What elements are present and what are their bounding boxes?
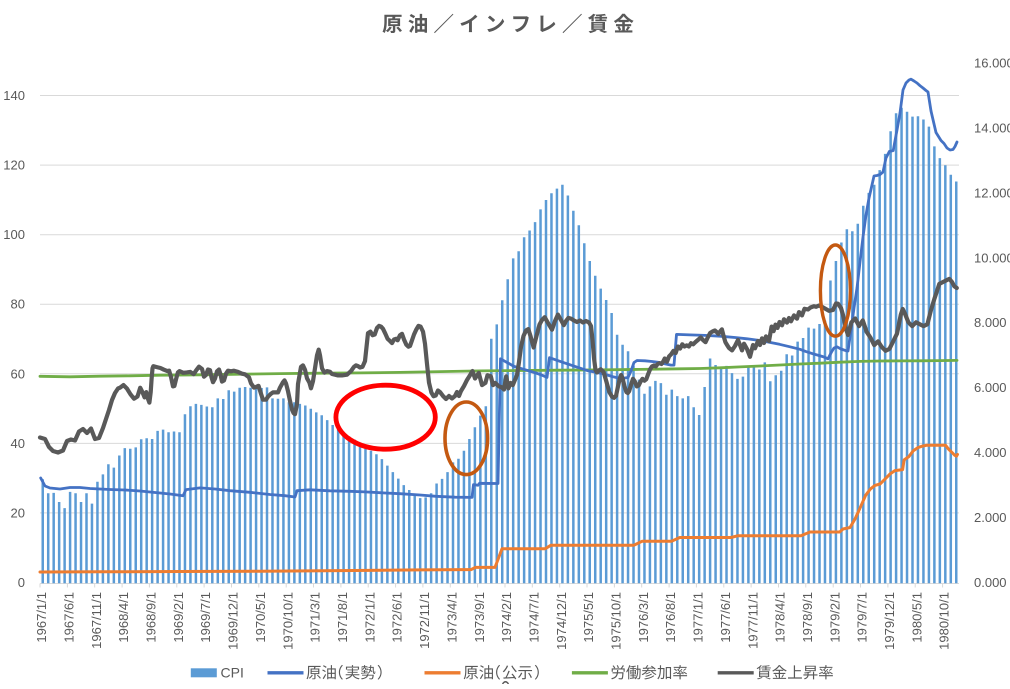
svg-text:16.000: 16.000: [974, 56, 1010, 71]
svg-text:1972/1/1: 1972/1/1: [362, 592, 377, 643]
svg-text:1975/10/1: 1975/10/1: [609, 592, 624, 650]
svg-text:1976/8/1: 1976/8/1: [663, 592, 678, 643]
svg-text:0.000: 0.000: [974, 575, 1007, 590]
svg-text:1968/4/1: 1968/4/1: [116, 592, 131, 643]
svg-text:1979/12/1: 1979/12/1: [882, 592, 897, 650]
svg-text:1977/6/1: 1977/6/1: [718, 592, 733, 643]
svg-text:0: 0: [18, 575, 25, 590]
svg-text:1972/6/1: 1972/6/1: [390, 592, 405, 643]
svg-text:1977/11/1: 1977/11/1: [745, 592, 760, 649]
svg-text:1967/1/1: 1967/1/1: [34, 592, 49, 643]
svg-text:1974/12/1: 1974/12/1: [554, 592, 569, 650]
svg-text:1973/4/1: 1973/4/1: [444, 592, 459, 643]
svg-text:4.000: 4.000: [974, 445, 1007, 460]
svg-text:1973/9/1: 1973/9/1: [472, 592, 487, 643]
svg-text:2.000: 2.000: [974, 510, 1007, 525]
svg-text:6.000: 6.000: [974, 380, 1007, 395]
svg-text:CPI: CPI: [221, 664, 244, 680]
svg-text:1971/8/1: 1971/8/1: [335, 592, 350, 643]
svg-text:1976/3/1: 1976/3/1: [636, 592, 651, 643]
svg-text:1967/11/1: 1967/11/1: [89, 592, 104, 649]
svg-text:1971/3/1: 1971/3/1: [308, 592, 323, 643]
svg-text:1980/5/1: 1980/5/1: [909, 592, 924, 643]
svg-text:1978/9/1: 1978/9/1: [800, 592, 815, 643]
svg-text:1969/2/1: 1969/2/1: [171, 592, 186, 643]
svg-text:1970/5/1: 1970/5/1: [253, 592, 268, 643]
svg-text:1974/2/1: 1974/2/1: [499, 592, 514, 643]
svg-text:1969/7/1: 1969/7/1: [198, 592, 213, 643]
svg-text:1979/2/1: 1979/2/1: [827, 592, 842, 643]
svg-text:1969/12/1: 1969/12/1: [226, 592, 241, 650]
svg-text:12.000: 12.000: [974, 185, 1010, 200]
svg-text:1972/11/1: 1972/11/1: [417, 592, 432, 649]
svg-text:1977/1/1: 1977/1/1: [691, 592, 706, 643]
svg-text:40: 40: [11, 436, 25, 451]
svg-text:10.000: 10.000: [974, 250, 1010, 265]
svg-text:20: 20: [11, 505, 25, 520]
svg-text:1974/7/1: 1974/7/1: [527, 592, 542, 643]
svg-text:1978/4/1: 1978/4/1: [773, 592, 788, 643]
svg-text:1968/9/1: 1968/9/1: [144, 592, 159, 643]
svg-text:1975/5/1: 1975/5/1: [581, 592, 596, 643]
svg-text:140: 140: [3, 88, 25, 103]
svg-text:1970/10/1: 1970/10/1: [280, 592, 295, 650]
svg-text:1980/10/1: 1980/10/1: [937, 592, 952, 650]
svg-text:8.000: 8.000: [974, 315, 1007, 330]
svg-text:1967/6/1: 1967/6/1: [62, 592, 77, 643]
svg-text:60: 60: [11, 366, 25, 381]
svg-text:120: 120: [3, 158, 25, 173]
svg-text:100: 100: [3, 227, 25, 242]
svg-text:1979/7/1: 1979/7/1: [855, 592, 870, 643]
svg-text:14.000: 14.000: [974, 120, 1010, 135]
svg-text:80: 80: [11, 297, 25, 312]
